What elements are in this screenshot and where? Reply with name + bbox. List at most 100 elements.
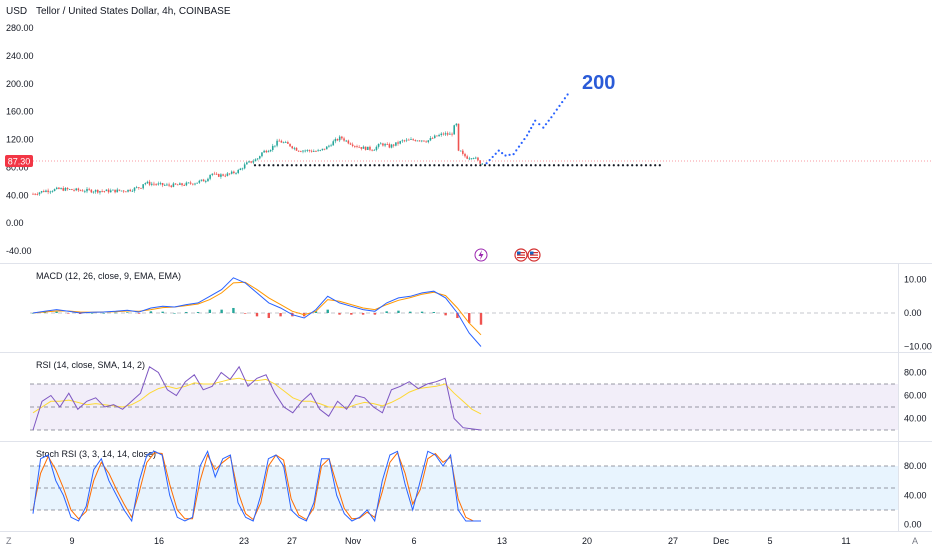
candle-body	[94, 189, 97, 192]
time-tick-label: 9	[69, 536, 74, 546]
candle-body	[181, 183, 183, 186]
support-dot	[635, 164, 638, 167]
indicator-tick-label: 80.00	[904, 461, 927, 471]
candle-body	[189, 182, 192, 184]
candle-body	[436, 135, 438, 137]
candle-body	[239, 168, 242, 171]
support-dot	[488, 164, 491, 167]
macd-pane: 10.00 0.00 −10.00	[30, 275, 932, 352]
zoom-icon[interactable]: Z	[6, 536, 12, 546]
candle-body	[310, 150, 313, 152]
candle-body	[112, 189, 114, 191]
candle-body	[349, 143, 352, 145]
support-dot	[378, 164, 381, 167]
candle-body	[230, 171, 233, 174]
candle-body	[243, 164, 246, 169]
macd-histogram-bar	[102, 313, 105, 314]
stoch-d-line	[32, 451, 481, 522]
candle-body	[43, 191, 45, 192]
candle-body	[375, 146, 378, 150]
projection-dot	[526, 134, 529, 137]
candle-body	[68, 189, 71, 190]
support-dot	[447, 164, 450, 167]
candle-body	[55, 187, 58, 190]
macd-histogram-bar	[208, 309, 212, 313]
candle-body	[362, 146, 365, 149]
us-flag-icon[interactable]	[514, 248, 528, 262]
candle-body	[313, 151, 315, 152]
projection-dot	[508, 153, 511, 156]
candle-body	[192, 183, 194, 185]
candle-body	[170, 185, 173, 187]
macd-histogram-bar	[409, 311, 412, 313]
auto-scale-icon[interactable]: A	[912, 536, 918, 546]
projection-dot	[563, 97, 567, 100]
candle-body	[172, 183, 175, 187]
us-flag-icon[interactable]	[527, 248, 541, 262]
macd-histogram-bar	[161, 311, 164, 313]
candle-body	[237, 170, 239, 173]
candle-body	[32, 193, 34, 195]
support-dot	[276, 164, 280, 167]
target-label: 200	[582, 72, 615, 94]
candle-body	[62, 188, 65, 191]
support-dotted-line	[253, 164, 661, 167]
support-dot	[396, 164, 399, 167]
candle-body	[140, 187, 142, 189]
candle-body	[364, 146, 367, 150]
support-dot	[267, 164, 270, 167]
candle-body	[60, 188, 62, 189]
candle-body	[414, 140, 417, 142]
candle-body	[246, 162, 248, 165]
candle-body	[90, 189, 93, 193]
candle-body	[205, 181, 207, 183]
candle-body	[168, 184, 170, 186]
candle-body	[86, 188, 88, 192]
support-dot	[497, 164, 500, 167]
candle-body	[291, 146, 293, 149]
candlestick-series	[32, 123, 484, 196]
candle-body	[386, 144, 389, 145]
macd-histogram-bar	[373, 313, 377, 315]
macd-histogram-bar	[444, 313, 447, 316]
lightning-icon[interactable]	[474, 248, 488, 262]
projection-dot	[553, 112, 556, 115]
support-dot	[617, 164, 620, 167]
support-dot	[511, 164, 514, 167]
time-tick-label: 27	[287, 536, 297, 546]
indicator-tick-label: 60.00	[904, 391, 927, 401]
symbol-title: Tellor / United States Dollar, 4h, COINB…	[36, 6, 231, 17]
candle-body	[453, 125, 455, 135]
support-dot	[640, 164, 643, 167]
support-dot	[626, 164, 629, 167]
projection-dot	[520, 141, 523, 144]
candle-body	[81, 190, 84, 192]
candle-body	[157, 183, 160, 185]
candle-body	[293, 147, 296, 149]
candle-body	[429, 138, 432, 141]
macd-histogram-bar	[173, 313, 176, 314]
support-dot	[290, 164, 293, 167]
candle-body	[466, 156, 468, 159]
support-dot	[382, 164, 385, 167]
indicator-tick-label: −10.00	[904, 342, 932, 352]
candle-body	[120, 190, 123, 192]
support-dot	[327, 164, 330, 167]
candle-body	[51, 191, 54, 192]
support-dot	[502, 164, 505, 167]
candle-body	[109, 190, 112, 193]
candle-body	[449, 133, 451, 135]
candle-body	[58, 187, 60, 189]
support-dot	[295, 164, 298, 167]
support-dot	[414, 164, 418, 167]
candle-body	[278, 140, 281, 142]
candle-body	[459, 150, 462, 152]
projection-dot	[544, 123, 548, 126]
candle-body	[416, 140, 419, 142]
support-dot	[322, 164, 326, 167]
candle-body	[144, 183, 147, 185]
pane-separators	[0, 263, 932, 532]
indicator-tick-label: 40.00	[904, 414, 927, 424]
signal-line	[32, 281, 482, 336]
candle-body	[151, 183, 153, 185]
